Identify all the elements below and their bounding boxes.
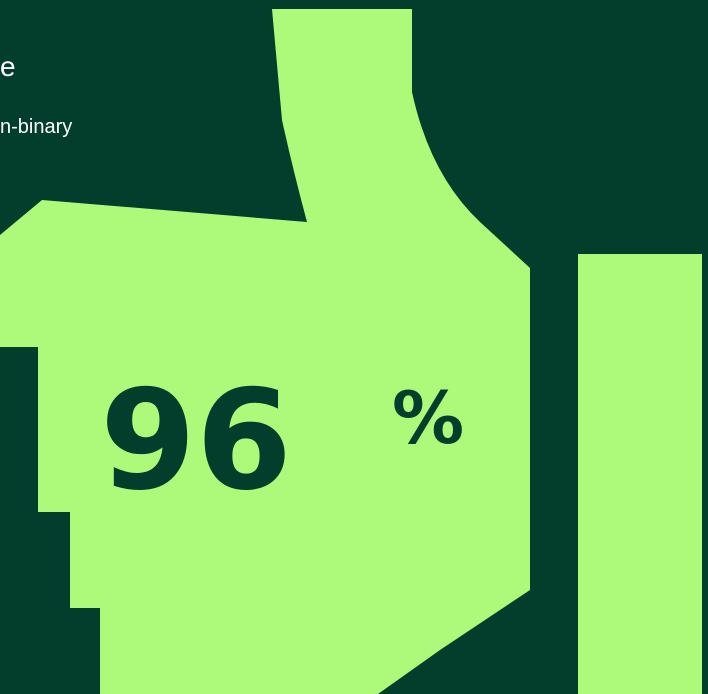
stat-value: 96 [100, 360, 292, 521]
wrist-bar [578, 254, 702, 694]
heading-text: e [0, 51, 16, 82]
subheading-text: n-binary [0, 116, 73, 138]
thumb-shape [0, 9, 530, 694]
stat-unit: % [392, 376, 464, 460]
